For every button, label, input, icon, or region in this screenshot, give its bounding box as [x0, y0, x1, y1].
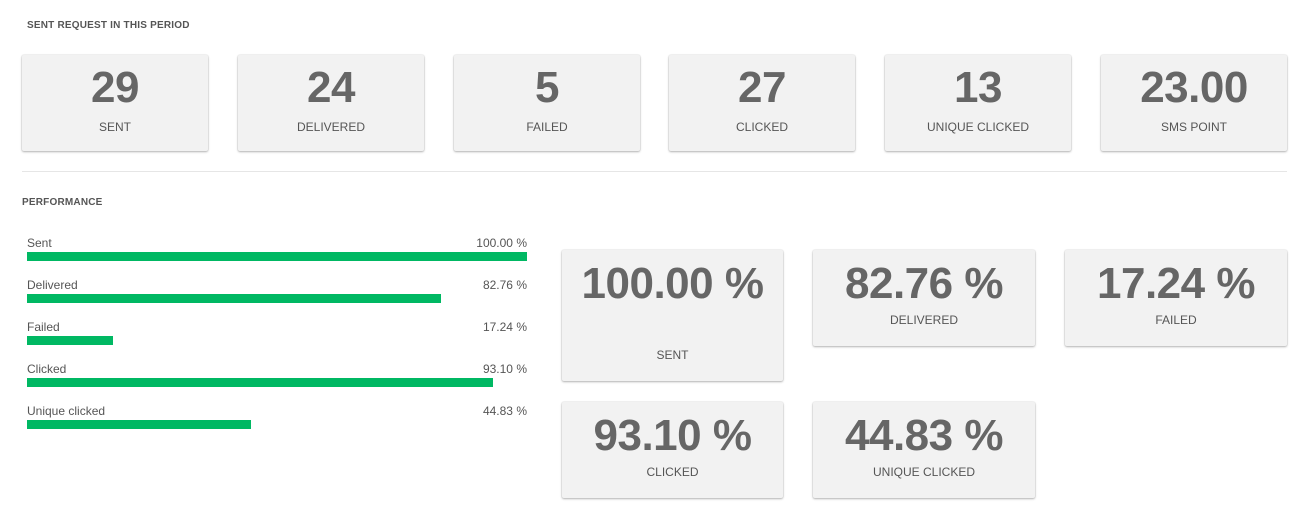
- progress-track: [27, 378, 527, 387]
- stat-card-unique-clicked: 13 UNIQUE CLICKED: [885, 55, 1071, 151]
- stat-label: SMS POINT: [1160, 120, 1227, 134]
- performance-row-percent: 82.76 %: [482, 278, 527, 292]
- progress-bar: [27, 336, 114, 345]
- progress-track: [27, 294, 527, 303]
- percent-card-clicked: 93.10 % CLICKED: [562, 402, 783, 498]
- performance-row-label: Clicked: [27, 362, 67, 376]
- stat-value: 100.00 %: [581, 259, 764, 308]
- stat-value: 29: [91, 63, 139, 112]
- performance-row-label: Failed: [27, 320, 60, 334]
- stat-label: CLICKED: [735, 120, 788, 134]
- performance-section-title: PERFORMANCE: [22, 197, 103, 208]
- percent-card-sent: 100.00 % SENT: [562, 250, 783, 381]
- performance-row-failed: Failed 17.24 %: [27, 320, 527, 354]
- stat-card-delivered: 24 DELIVERED: [238, 55, 424, 151]
- performance-row-label: Unique clicked: [27, 404, 106, 418]
- performance-row-label: Sent: [27, 236, 52, 250]
- progress-bar: [27, 294, 441, 303]
- performance-row-percent: 93.10 %: [482, 362, 527, 376]
- stat-label: FAILED: [1155, 313, 1197, 327]
- stat-card-sent: 29 SENT: [22, 55, 208, 151]
- performance-row-clicked: Clicked 93.10 %: [27, 362, 527, 396]
- progress-bar: [27, 252, 527, 261]
- performance-row-delivered: Delivered 82.76 %: [27, 278, 527, 312]
- stat-value: 27: [738, 63, 786, 112]
- stat-label: UNIQUE CLICKED: [926, 120, 1030, 134]
- progress-track: [27, 252, 527, 261]
- progress-track: [27, 420, 527, 429]
- stat-value: 24: [307, 63, 355, 112]
- stat-card-clicked: 27 CLICKED: [669, 55, 855, 151]
- percent-card-unique-clicked: 44.83 % UNIQUE CLICKED: [813, 402, 1035, 498]
- stat-label: SENT: [656, 348, 689, 362]
- stat-value: 82.76 %: [845, 259, 1003, 308]
- stat-label: DELIVERED: [889, 313, 959, 327]
- performance-row-percent: 44.83 %: [482, 404, 527, 418]
- sent-section-title: SENT REQUEST IN THIS PERIOD: [27, 20, 190, 31]
- progress-bar: [27, 378, 493, 387]
- progress-bar: [27, 420, 252, 429]
- progress-track: [27, 336, 527, 345]
- stat-label: DELIVERED: [296, 120, 366, 134]
- stat-label: SENT: [98, 120, 131, 134]
- stat-card-sms-point: 23.00 SMS POINT: [1101, 55, 1287, 151]
- performance-row-sent: Sent 100.00 %: [27, 236, 527, 270]
- stat-label: CLICKED: [646, 465, 699, 479]
- performance-row-percent: 100.00 %: [476, 236, 527, 250]
- percent-card-failed: 17.24 % FAILED: [1065, 250, 1287, 346]
- percent-card-delivered: 82.76 % DELIVERED: [813, 250, 1035, 346]
- performance-row-unique-clicked: Unique clicked 44.83 %: [27, 404, 527, 438]
- stat-value: 13: [954, 63, 1002, 112]
- stat-value: 5: [535, 63, 559, 112]
- stat-value: 23.00: [1140, 63, 1248, 112]
- stat-value: 44.83 %: [845, 411, 1003, 460]
- performance-row-label: Delivered: [27, 278, 78, 292]
- stat-label: UNIQUE CLICKED: [872, 465, 976, 479]
- stat-value: 93.10 %: [593, 411, 752, 460]
- stat-card-failed: 5 FAILED: [454, 55, 640, 151]
- section-divider: [22, 171, 1287, 172]
- performance-row-percent: 17.24 %: [482, 320, 527, 334]
- stat-label: FAILED: [526, 120, 568, 134]
- stat-value: 17.24 %: [1097, 259, 1255, 308]
